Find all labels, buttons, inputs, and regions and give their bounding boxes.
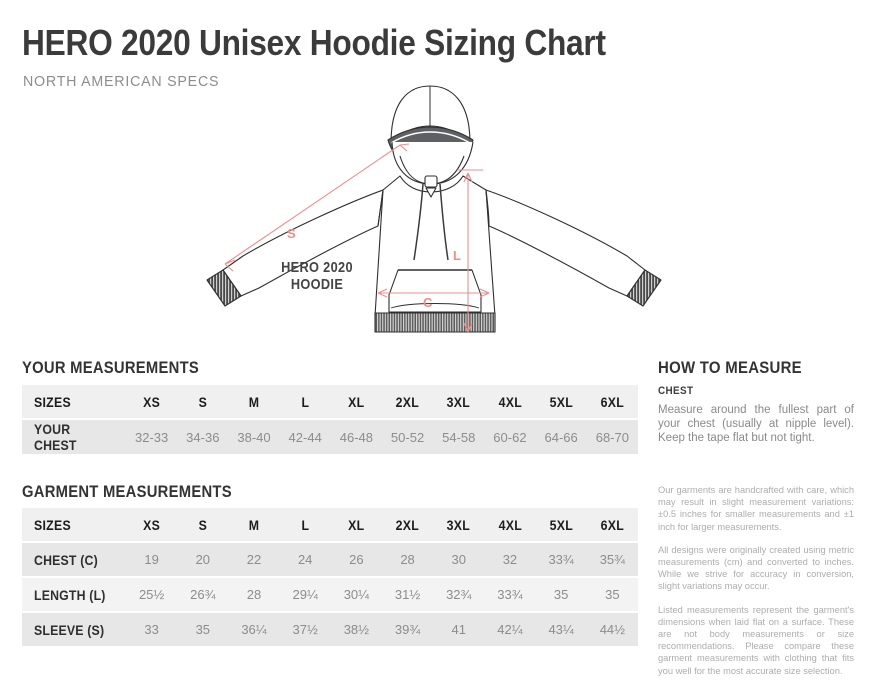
cell-sleeve-6xl: 44½ (586, 612, 638, 646)
cell-your-chest-5xl: 64-66 (535, 419, 587, 454)
header-sizes: SIZES (22, 508, 127, 543)
header-l: L (279, 508, 331, 543)
cell-chest-l: 24 (279, 542, 331, 578)
table-row: LENGTH (L) 25½ 26¾ 28 29¼ 30¼ 31½ 32¾ 33… (22, 577, 638, 613)
cell-length-2xl: 31½ (381, 577, 434, 613)
cell-your-chest-l: 42-44 (279, 419, 331, 454)
header-xl: XL (330, 508, 382, 543)
header-sizes: SIZES (22, 385, 127, 420)
cell-sleeve-l: 37½ (279, 612, 331, 646)
cell-length-xl: 30¼ (330, 577, 382, 613)
row-label-sleeve: SLEEVE (S) (22, 612, 127, 646)
header-m: M (228, 508, 280, 543)
cell-sleeve-3xl: 41 (433, 612, 485, 646)
header-4xl: 4XL (484, 508, 536, 543)
header-4xl: 4XL (484, 385, 536, 420)
cell-length-3xl: 32¾ (433, 577, 485, 613)
how-to-measure-panel: HOW TO MEASURE CHEST Measure around the … (658, 358, 854, 445)
hoodie-illustration: S C L (195, 80, 665, 350)
cell-chest-m: 22 (228, 542, 280, 578)
cell-your-chest-2xl: 50-52 (381, 419, 434, 454)
table-header-row: SIZES XS S M L XL 2XL 3XL 4XL 5XL 6XL (22, 385, 638, 420)
cell-length-l: 29¼ (279, 577, 331, 613)
cell-your-chest-s: 34-36 (177, 419, 229, 454)
how-to-measure-subheading: CHEST (658, 385, 694, 397)
table-row: YOUR CHEST 32-33 34-36 38-40 42-44 46-48… (22, 419, 638, 454)
sizing-chart-page: HERO 2020 Unisex Hoodie Sizing Chart NOR… (22, 22, 854, 676)
header-6xl: 6XL (586, 508, 638, 543)
row-label-length: LENGTH (L) (22, 577, 127, 613)
cell-chest-3xl: 30 (433, 542, 485, 578)
garment-name-label: HERO 2020 HOODIE (270, 259, 364, 293)
cell-your-chest-m: 38-40 (228, 419, 280, 454)
cell-your-chest-xs: 32-33 (126, 419, 178, 454)
your-measurements-title: YOUR MEASUREMENTS (22, 358, 200, 377)
disclaimer-panel: Our garments are handcrafted with care, … (658, 484, 854, 688)
cell-sleeve-2xl: 39¾ (381, 612, 434, 646)
row-label-chest: CHEST (C) (22, 542, 127, 578)
cell-chest-4xl: 32 (484, 542, 536, 578)
marker-label-length: L (453, 248, 461, 263)
how-to-measure-heading: HOW TO MEASURE (658, 358, 802, 377)
cell-sleeve-4xl: 42¼ (484, 612, 536, 646)
header-xl: XL (330, 385, 382, 420)
cell-sleeve-xs: 33 (126, 612, 178, 646)
header-xs: XS (126, 385, 178, 420)
cell-chest-s: 20 (177, 542, 229, 578)
header-5xl: 5XL (535, 385, 587, 420)
cell-your-chest-3xl: 54-58 (433, 419, 485, 454)
cell-length-5xl: 35 (535, 577, 587, 613)
cell-chest-2xl: 28 (381, 542, 434, 578)
page-subtitle: NORTH AMERICAN SPECS (23, 73, 220, 90)
cell-your-chest-6xl: 68-70 (586, 419, 638, 454)
header-s: S (177, 508, 229, 543)
cell-your-chest-xl: 46-48 (330, 419, 382, 454)
cell-length-s: 26¾ (177, 577, 229, 613)
garment-measurements-title: GARMENT MEASUREMENTS (22, 482, 232, 501)
cell-sleeve-m: 36¼ (228, 612, 280, 646)
header-6xl: 6XL (586, 385, 638, 420)
header-s: S (177, 385, 229, 420)
cell-length-m: 28 (228, 577, 280, 613)
cell-chest-6xl: 35¾ (586, 542, 638, 578)
garment-name-line2: HOODIE (290, 276, 344, 293)
table-header-row: SIZES XS S M L XL 2XL 3XL 4XL 5XL 6XL (22, 508, 638, 543)
disclaimer-1: Our garments are handcrafted with care, … (658, 485, 854, 532)
header-2xl: 2XL (381, 508, 434, 543)
header-xs: XS (126, 508, 178, 543)
garment-name-line1: HERO 2020 (281, 259, 353, 276)
marker-label-chest: C (423, 295, 433, 310)
disclaimer-3: Listed measurements represent the garmen… (658, 604, 854, 676)
cell-your-chest-4xl: 60-62 (484, 419, 536, 454)
marker-label-sleeve: S (287, 226, 296, 241)
hoodie-technical-drawing: S C L (206, 85, 662, 333)
cell-sleeve-s: 35 (177, 612, 229, 646)
cell-chest-xs: 19 (126, 542, 178, 578)
cell-length-6xl: 35 (586, 577, 638, 613)
header-5xl: 5XL (535, 508, 587, 543)
garment-measurements-table: SIZES XS S M L XL 2XL 3XL 4XL 5XL 6XL CH… (22, 508, 638, 646)
disclaimer-2: All designs were originally created usin… (658, 544, 854, 592)
your-measurements-table: SIZES XS S M L XL 2XL 3XL 4XL 5XL 6XL YO… (22, 385, 638, 454)
table-row: SLEEVE (S) 33 35 36¼ 37½ 38½ 39¾ 41 42¼ … (22, 612, 638, 646)
cell-sleeve-xl: 38½ (330, 612, 382, 646)
how-to-measure-body: Measure around the fullest part of your … (658, 404, 854, 444)
cell-chest-xl: 26 (330, 542, 382, 578)
cell-length-xs: 25½ (126, 577, 178, 613)
cell-sleeve-5xl: 43¼ (535, 612, 587, 646)
header-3xl: 3XL (433, 508, 485, 543)
cell-length-4xl: 33¾ (484, 577, 536, 613)
table-row: CHEST (C) 19 20 22 24 26 28 30 32 33¾ 35… (22, 542, 638, 578)
row-label-your-chest: YOUR CHEST (22, 419, 127, 454)
page-title: HERO 2020 Unisex Hoodie Sizing Chart (22, 22, 606, 63)
header-2xl: 2XL (381, 385, 434, 420)
header-l: L (279, 385, 331, 420)
cell-chest-5xl: 33¾ (535, 542, 587, 578)
header-m: M (228, 385, 280, 420)
header-3xl: 3XL (433, 385, 485, 420)
